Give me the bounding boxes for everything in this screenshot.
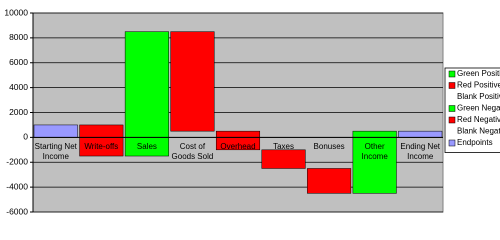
- x-tick-label: Other Income: [361, 142, 388, 162]
- bar: [215, 130, 261, 138]
- legend-swatch: [448, 105, 456, 112]
- legend-swatch: [448, 139, 456, 147]
- y-tick-label: 10000: [4, 7, 28, 17]
- legend-swatch: [448, 82, 456, 89]
- y-tick-label: -2000: [6, 157, 28, 167]
- legend-label: Red Negative: [457, 115, 500, 124]
- bar: [307, 168, 352, 194]
- x-tick-label-box: Overhead: [220, 142, 256, 152]
- bar: [33, 124, 78, 138]
- x-tick-label-box: Ending Net Income: [400, 142, 440, 162]
- x-tick-label-box: Write-offs: [84, 142, 119, 152]
- legend-swatch: [448, 70, 456, 78]
- x-tick-label-box: Sales: [136, 142, 157, 152]
- legend-label: Blank Positive: [457, 92, 500, 101]
- legend-label: Endpoints: [457, 138, 493, 147]
- x-tick-label-box: Bonuses: [313, 142, 345, 152]
- y-tick-label: -6000: [6, 206, 28, 216]
- y-tick-label: -4000: [6, 181, 28, 191]
- bar: [170, 31, 215, 132]
- x-tick-label-box: Cost of Goods Sold: [171, 142, 214, 162]
- bar: [261, 149, 306, 169]
- bar: [124, 31, 169, 138]
- legend-label: Green Negative: [457, 104, 500, 113]
- y-tick-label: 6000: [9, 57, 28, 67]
- legend-swatch: [448, 116, 456, 124]
- y-tick-label: 0: [23, 132, 28, 142]
- x-tick-label: Cost of Goods Sold: [171, 142, 214, 162]
- bar: [352, 137, 397, 194]
- chart: -6000 -4000 -2000 0 2000 4000 6000 8000 10000 Sta…: [4, 7, 500, 216]
- x-tick-label: Bonuses: [313, 142, 345, 152]
- y-tick-label: 2000: [9, 107, 28, 117]
- x-tick-label: Write-offs: [84, 142, 119, 152]
- x-tick-label-box: Other Income: [361, 142, 388, 162]
- bar: [79, 124, 124, 138]
- bar: [352, 130, 397, 138]
- bar: [398, 130, 443, 138]
- x-tick-label: Ending Net Income: [400, 142, 440, 162]
- legend-label: Green Positive: [457, 69, 500, 78]
- x-tick-label-box: Starting Net Income: [34, 142, 77, 162]
- x-tick-label: Overhead: [220, 142, 256, 152]
- y-tick-label: 4000: [9, 82, 28, 92]
- legend-label: Red Positive: [457, 81, 500, 90]
- x-tick-label: Sales: [136, 142, 157, 152]
- legend-label: Blank Negative: [457, 127, 500, 136]
- x-tick-label-box: Taxes: [273, 142, 294, 152]
- x-tick-label: Starting Net Income: [34, 142, 77, 162]
- x-tick-label: Taxes: [273, 142, 294, 152]
- y-tick-label: 8000: [9, 32, 28, 42]
